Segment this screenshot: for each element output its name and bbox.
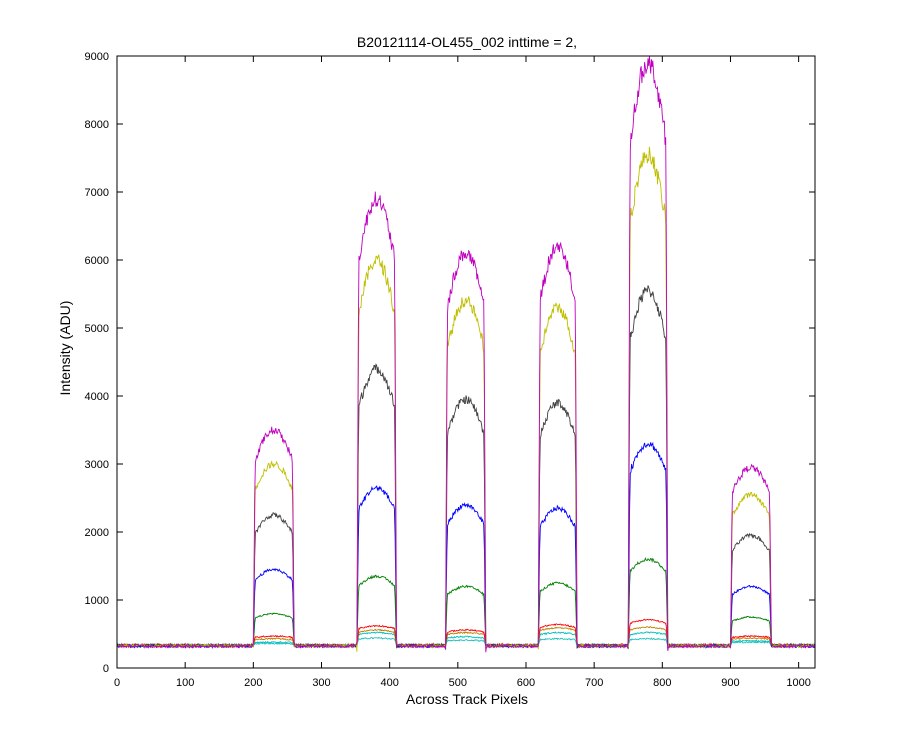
x-tick-label: 300 bbox=[312, 677, 330, 689]
plot-frame bbox=[116, 55, 816, 669]
y-tick-label: 3000 bbox=[85, 459, 109, 471]
x-tick-label: 900 bbox=[721, 677, 739, 689]
y-tick-label: 2000 bbox=[85, 527, 109, 539]
x-tick-label: 500 bbox=[449, 677, 467, 689]
y-axis-label: Intensity (ADU) bbox=[57, 301, 73, 396]
x-axis-label: Across Track Pixels bbox=[406, 691, 528, 707]
y-tick-label: 6000 bbox=[85, 255, 109, 267]
x-tick-label: 400 bbox=[380, 677, 398, 689]
x-tick-label: 200 bbox=[244, 677, 262, 689]
x-tick-label: 700 bbox=[585, 677, 603, 689]
plot-area: 0 100 200 300 400 500 600 700 800 900 1000 0 1000 200… bbox=[85, 51, 816, 689]
x-tick-label: 100 bbox=[176, 677, 194, 689]
x-tick-label: 600 bbox=[517, 677, 535, 689]
y-tick-label: 4000 bbox=[85, 391, 109, 403]
y-tick-label: 9000 bbox=[85, 51, 109, 63]
y-tick-label: 5000 bbox=[85, 323, 109, 335]
x-tick-label: 1000 bbox=[786, 677, 810, 689]
series-line-1 bbox=[116, 56, 816, 653]
x-tick-label: 0 bbox=[114, 677, 120, 689]
y-tick-label: 7000 bbox=[85, 187, 109, 199]
y-tick-label: 1000 bbox=[85, 595, 109, 607]
chart-title: B20121114-OL455_002 inttime = 2, bbox=[357, 34, 577, 50]
y-tick-label: 0 bbox=[103, 663, 109, 675]
y-tick-label: 8000 bbox=[85, 119, 109, 131]
x-tick-label: 800 bbox=[653, 677, 671, 689]
